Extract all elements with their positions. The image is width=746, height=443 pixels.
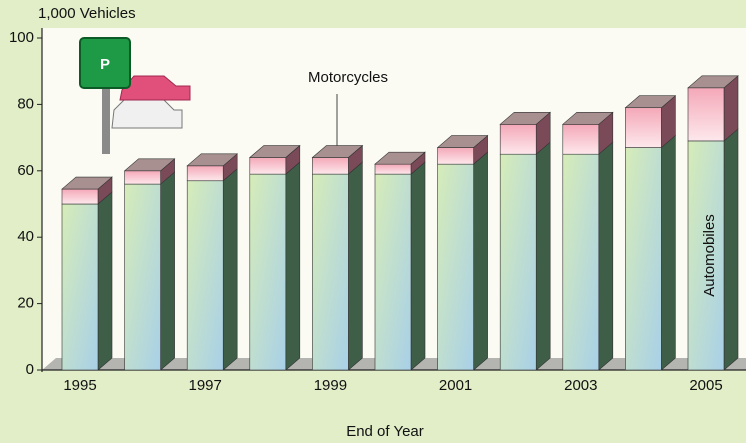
bar <box>438 164 474 370</box>
y-tick-label: 20 <box>17 295 34 312</box>
bar <box>563 154 599 370</box>
sign-label: P <box>100 56 110 73</box>
bar <box>187 166 223 181</box>
bar-side <box>724 129 738 370</box>
bar <box>62 189 98 204</box>
bar <box>563 124 599 154</box>
bar-side <box>348 162 362 370</box>
bar <box>688 88 724 141</box>
bar-side <box>286 162 300 370</box>
y-axis-label: 1,000 Vehicles <box>38 5 136 22</box>
bar <box>250 158 286 175</box>
annotation: Automobiles <box>701 214 718 297</box>
bar <box>125 171 161 184</box>
bar <box>250 174 286 370</box>
y-tick-label: 100 <box>9 29 34 46</box>
y-tick-label: 60 <box>17 162 34 179</box>
x-tick-label: 1997 <box>189 377 222 394</box>
y-tick-label: 80 <box>17 95 34 112</box>
bar-side <box>223 169 237 370</box>
bar <box>500 154 536 370</box>
x-tick-label: 1995 <box>63 377 96 394</box>
x-tick-label: 2003 <box>564 377 597 394</box>
bar <box>312 174 348 370</box>
bar <box>312 158 348 175</box>
chart: 1,000 Vehicles End of Year P Motorcycles… <box>0 0 746 443</box>
y-tick-label: 40 <box>17 228 34 245</box>
bar <box>375 174 411 370</box>
bar-side <box>474 152 488 370</box>
bar <box>625 148 661 370</box>
x-tick-label: 2001 <box>439 377 472 394</box>
bar-side <box>411 162 425 370</box>
bar <box>625 108 661 148</box>
bar <box>125 184 161 370</box>
y-tick-label: 0 <box>26 361 34 378</box>
bar <box>187 181 223 370</box>
bar-side <box>661 136 675 370</box>
bar-side <box>161 172 175 370</box>
bar <box>62 204 98 370</box>
bar-side <box>536 142 550 370</box>
x-tick-label: 2005 <box>689 377 722 394</box>
bar <box>375 164 411 174</box>
bar <box>438 148 474 165</box>
x-axis-label: End of Year <box>346 423 424 440</box>
x-tick-label: 1999 <box>314 377 347 394</box>
bar <box>500 124 536 154</box>
bar-side <box>599 142 613 370</box>
annotation: Motorcycles <box>308 69 388 86</box>
bar-side <box>98 192 112 370</box>
